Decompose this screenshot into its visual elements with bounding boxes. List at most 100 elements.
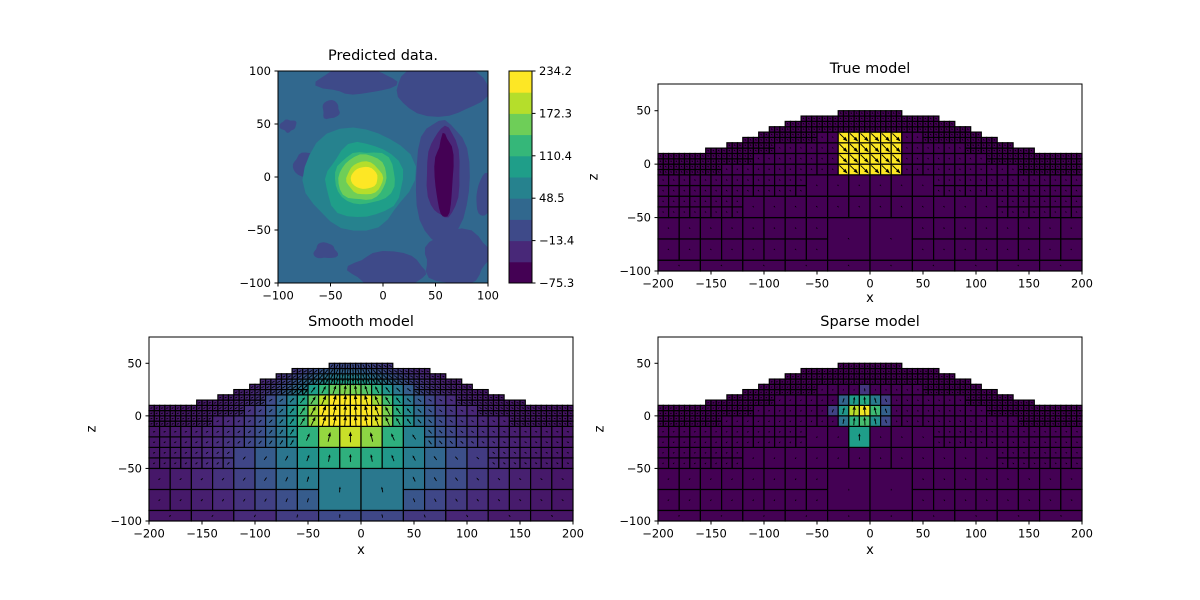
x-tick-label: −100 (748, 277, 780, 291)
yaxis-label-sparse-model: z (592, 425, 608, 433)
axes-frame-and-ticks: −100 −50 0 50 100 100 50 0 −50 −100 (239, 64, 499, 303)
x-tick-label: 100 (965, 277, 987, 291)
x-tick-label: −50 (318, 289, 342, 303)
y-tick-label: −100 (619, 264, 651, 278)
yaxis-label-smooth-model: z (84, 425, 100, 433)
x-tick-label: 200 (562, 527, 584, 541)
x-tick-label: −100 (262, 289, 294, 303)
contour-plot (278, 71, 488, 283)
mesh-cells (657, 362, 1083, 522)
vector-arrows (659, 112, 1081, 267)
mesh-cells (657, 110, 1083, 272)
y-tick-label: 50 (636, 104, 651, 118)
contour-low-patch (322, 99, 340, 120)
colorbar-tick-label: −13.4 (539, 234, 574, 248)
x-tick-label: 50 (407, 527, 422, 541)
subplot-predicted-data: −100 −50 0 50 100 100 50 0 −50 −100 (239, 64, 499, 303)
xaxis-label-smooth-model: x (357, 543, 365, 558)
contour-low-patch (434, 132, 454, 217)
x-tick-label: 50 (428, 289, 443, 303)
colorbar-tick-label: 234.2 (539, 64, 572, 78)
colorbar-band (509, 198, 532, 220)
x-tick-label: 150 (509, 527, 531, 541)
contour-low-patch (396, 71, 488, 117)
x-tick-label: −50 (805, 527, 829, 541)
x-tick-label: 150 (1018, 527, 1040, 541)
contour-low-patch (279, 119, 297, 134)
vector-arrows (150, 363, 572, 518)
axes-frame-and-ticks: −200 −150 −100 −50 0 50 100 150 200 50 0 −50 −100 (110, 336, 584, 541)
x-tick-label: −200 (133, 527, 165, 541)
colorbar-tick-label: 110.4 (539, 149, 572, 163)
y-tick-label: 50 (127, 356, 142, 370)
y-tick-label: 100 (249, 64, 271, 78)
subplot-title-predicted-data: Predicted data. (328, 48, 438, 64)
y-tick-label: 50 (636, 356, 651, 370)
xaxis-label-sparse-model: x (866, 543, 874, 558)
x-tick-label: 100 (456, 527, 478, 541)
x-tick-label: 200 (1071, 527, 1093, 541)
x-tick-label: −100 (239, 527, 271, 541)
y-tick-label: 0 (135, 409, 142, 423)
colorbar-band (509, 71, 532, 93)
x-tick-label: −150 (695, 527, 727, 541)
x-tick-label: −50 (805, 277, 829, 291)
y-tick-label: 0 (644, 157, 651, 171)
contour-low-patch (315, 71, 398, 95)
colorbar-band (509, 240, 532, 263)
x-tick-label: −100 (748, 527, 780, 541)
axes-frame-and-ticks: −200 −150 −100 −50 0 50 100 150 200 50 0 −50 −100 (619, 83, 1093, 291)
subplot-sparse-model: −200 −150 −100 −50 0 50 100 150 200 50 0 −50 −100 (619, 336, 1093, 541)
x-tick-label: −150 (695, 277, 727, 291)
x-tick-label: −200 (642, 277, 674, 291)
y-tick-label: 50 (256, 117, 271, 131)
colorbar-band (509, 177, 532, 199)
y-tick-label: −50 (627, 211, 651, 225)
x-tick-label: 0 (866, 277, 873, 291)
vector-arrows (659, 364, 1081, 517)
colorbar: 234.2 172.3 110.4 48.5 −13.4 −75.3 (508, 64, 574, 290)
y-tick-label: −50 (627, 461, 651, 475)
x-tick-label: 0 (357, 527, 364, 541)
x-tick-label: 100 (477, 289, 499, 303)
x-tick-label: 150 (1018, 277, 1040, 291)
contour-low-patch (346, 250, 427, 283)
x-tick-label: 0 (866, 527, 873, 541)
yaxis-label-true-model: z (586, 173, 602, 181)
x-tick-label: 200 (1071, 277, 1093, 291)
xaxis-label-true-model: x (866, 291, 874, 306)
y-tick-label: 0 (264, 170, 271, 184)
y-tick-label: −100 (619, 514, 651, 528)
axes-frame-and-ticks: −200 −150 −100 −50 0 50 100 150 200 50 0 −50 −100 (619, 336, 1093, 541)
colorbar-tick-label: 172.3 (539, 106, 572, 120)
contour-low-patch (476, 172, 488, 216)
x-tick-label: 50 (916, 527, 931, 541)
colorbar-tick-label: −75.3 (539, 276, 574, 290)
colorbar-band (509, 113, 532, 136)
subplot-title-sparse-model: Sparse model (820, 314, 920, 330)
colorbar-band (509, 219, 532, 242)
x-tick-label: −150 (186, 527, 218, 541)
y-tick-label: −50 (247, 223, 271, 237)
colorbar-band (509, 92, 532, 114)
y-tick-label: −100 (239, 276, 271, 290)
x-tick-label: 50 (916, 277, 931, 291)
subplot-smooth-model: −200 −150 −100 −50 0 50 100 150 200 50 0 −50 −100 (110, 336, 584, 541)
x-tick-label: 0 (379, 289, 386, 303)
subplot-title-smooth-model: Smooth model (308, 314, 414, 330)
x-tick-label: −200 (642, 527, 674, 541)
y-tick-label: −50 (118, 461, 142, 475)
colorbar-band (509, 155, 532, 178)
colorbar-tick-label: 48.5 (539, 191, 565, 205)
contour-ring (350, 166, 378, 189)
x-tick-label: 100 (965, 527, 987, 541)
mesh-cells (148, 362, 574, 522)
subplot-title-true-model: True model (829, 61, 911, 77)
y-tick-label: 0 (644, 409, 651, 423)
colorbar-band (509, 261, 532, 284)
contour-low-patch (313, 242, 338, 259)
y-tick-label: −100 (110, 514, 142, 528)
subplot-true-model: −200 −150 −100 −50 0 50 100 150 200 50 0 −50 −100 (619, 83, 1093, 291)
